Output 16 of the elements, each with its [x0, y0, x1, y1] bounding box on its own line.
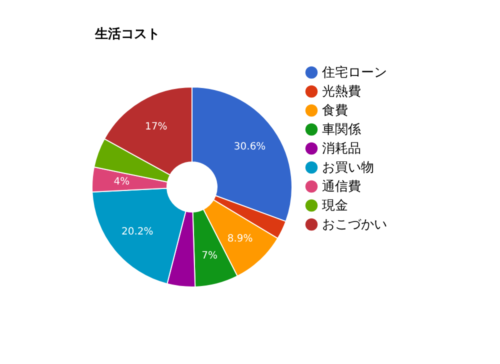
- legend-label: 車関係: [322, 122, 361, 138]
- data-label: 17%: [144, 121, 168, 132]
- legend-label: お買い物: [322, 160, 374, 176]
- legend-label: 消耗品: [322, 142, 361, 156]
- legend-label: 住宅ローン: [321, 64, 387, 80]
- data-label: 8.9%: [227, 234, 253, 245]
- legend-label: 光熱費: [322, 84, 361, 100]
- legend-label: 通信費: [322, 180, 361, 194]
- legend-label: 食費: [322, 104, 348, 118]
- data-label: 30.6%: [234, 142, 266, 153]
- legend-label: 現金: [322, 198, 348, 214]
- legend-label: おこづかい: [322, 218, 387, 232]
- data-label: 4%: [114, 176, 130, 188]
- data-label: 7%: [202, 250, 218, 262]
- data-label: 20.2%: [122, 226, 154, 238]
- chart-title: 生活コスト: [94, 27, 160, 42]
